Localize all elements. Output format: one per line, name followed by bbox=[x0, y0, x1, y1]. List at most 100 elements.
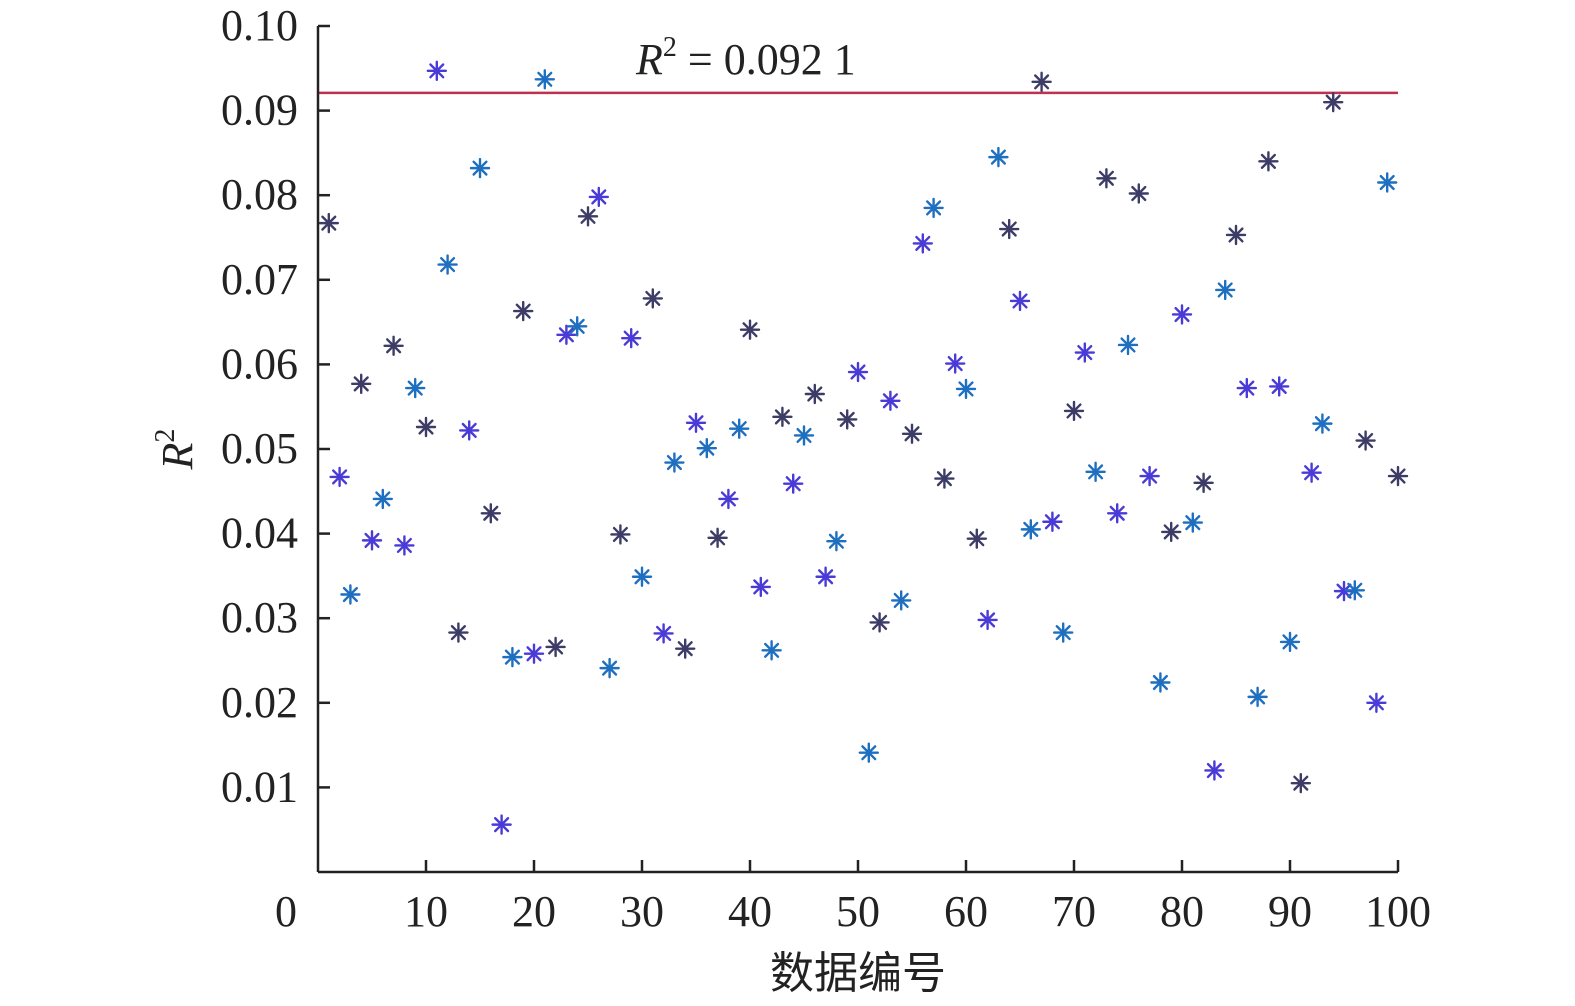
data-point bbox=[351, 373, 372, 395]
data-point bbox=[966, 528, 987, 549]
data-point bbox=[1247, 686, 1268, 708]
x-tick-label: 20 bbox=[512, 887, 556, 936]
data-point bbox=[1096, 168, 1117, 189]
data-point bbox=[1290, 772, 1312, 794]
data-point bbox=[1204, 760, 1225, 781]
data-point bbox=[372, 488, 393, 510]
data-point bbox=[383, 335, 404, 356]
y-tick-label: 0.07 bbox=[221, 255, 298, 304]
data-point bbox=[480, 503, 501, 524]
data-point bbox=[1074, 342, 1096, 363]
data-point bbox=[394, 535, 415, 556]
data-point bbox=[1042, 511, 1063, 532]
data-point bbox=[329, 466, 350, 488]
data-point bbox=[415, 416, 437, 438]
data-point bbox=[718, 488, 739, 510]
data-point bbox=[664, 452, 685, 473]
data-point bbox=[1193, 472, 1214, 494]
x-tick-label: 0 bbox=[275, 887, 297, 936]
data-point bbox=[361, 530, 383, 551]
plot-area bbox=[318, 60, 1409, 835]
y-axis-title: R2 bbox=[150, 429, 202, 471]
data-point bbox=[1344, 580, 1366, 601]
data-point bbox=[556, 324, 577, 345]
data-point bbox=[869, 612, 890, 633]
data-point bbox=[1052, 622, 1074, 643]
data-point bbox=[901, 423, 923, 444]
data-point bbox=[988, 146, 1009, 168]
y-tick-label: 0.01 bbox=[221, 762, 298, 811]
x-tick-label: 50 bbox=[836, 887, 880, 936]
data-point bbox=[1117, 334, 1139, 356]
data-point bbox=[1322, 91, 1344, 113]
data-point bbox=[1301, 462, 1322, 483]
y-tick-label: 0.05 bbox=[221, 424, 298, 473]
data-point bbox=[1106, 503, 1128, 524]
data-point bbox=[847, 361, 869, 383]
data-point bbox=[513, 300, 534, 322]
data-point bbox=[1376, 172, 1398, 193]
data-point bbox=[772, 406, 793, 428]
data-point bbox=[577, 206, 599, 227]
x-tick-label: 100 bbox=[1365, 887, 1431, 936]
data-point bbox=[534, 69, 555, 90]
data-point bbox=[1225, 224, 1247, 246]
data-point bbox=[469, 157, 491, 179]
data-point bbox=[1312, 413, 1333, 434]
data-point bbox=[955, 378, 977, 400]
data-point bbox=[1355, 430, 1376, 451]
data-point bbox=[1236, 377, 1258, 399]
data-point bbox=[642, 288, 663, 309]
data-point bbox=[739, 319, 761, 340]
x-tick-label: 30 bbox=[620, 887, 664, 936]
data-point bbox=[610, 524, 631, 545]
y-tick-label: 0.03 bbox=[221, 593, 298, 642]
data-point bbox=[318, 212, 339, 234]
data-point bbox=[696, 437, 717, 459]
y-tick-label: 0.02 bbox=[221, 678, 298, 727]
data-point bbox=[837, 409, 858, 430]
y-tick-label: 0.06 bbox=[221, 339, 298, 388]
data-point bbox=[459, 420, 480, 441]
data-point bbox=[437, 254, 458, 275]
data-point bbox=[631, 566, 653, 587]
data-point bbox=[599, 657, 620, 679]
data-point bbox=[405, 377, 426, 399]
data-point bbox=[707, 527, 728, 549]
reference-line-label: R2 = 0.092 1 bbox=[635, 32, 856, 84]
data-point bbox=[977, 609, 998, 631]
data-point bbox=[653, 623, 674, 644]
data-point bbox=[426, 60, 447, 82]
y-tick-label: 0.04 bbox=[221, 509, 298, 558]
data-point bbox=[923, 197, 944, 219]
data-point bbox=[1128, 183, 1150, 204]
data-point bbox=[502, 646, 523, 668]
data-point bbox=[1214, 279, 1236, 301]
axes bbox=[316, 24, 1400, 874]
data-point bbox=[685, 412, 707, 433]
x-tick-label: 40 bbox=[728, 887, 772, 936]
data-point bbox=[934, 468, 955, 489]
data-point bbox=[750, 576, 771, 598]
data-point bbox=[588, 186, 609, 208]
y-tick-label: 0.08 bbox=[221, 170, 298, 219]
labels: 0.01 0.02 0.03 0.04 0.05 0.06 0.07 0.08 0.09 0.10… bbox=[150, 1, 1431, 999]
data-point bbox=[1171, 304, 1193, 325]
data-point bbox=[761, 640, 782, 661]
data-point bbox=[567, 316, 588, 337]
data-point bbox=[1020, 519, 1042, 540]
data-point bbox=[1009, 290, 1031, 312]
data-point bbox=[523, 643, 545, 664]
x-tick-label: 70 bbox=[1052, 887, 1096, 936]
data-point bbox=[621, 327, 642, 349]
data-point bbox=[945, 353, 966, 374]
data-point bbox=[675, 638, 696, 659]
data-point bbox=[783, 473, 804, 494]
x-axis-title: 数据编号 bbox=[770, 948, 946, 999]
data-point bbox=[999, 218, 1020, 240]
data-point bbox=[880, 390, 901, 411]
x-tick-label: 90 bbox=[1268, 887, 1312, 936]
x-tick-label: 60 bbox=[944, 887, 988, 936]
data-point bbox=[1160, 521, 1182, 543]
